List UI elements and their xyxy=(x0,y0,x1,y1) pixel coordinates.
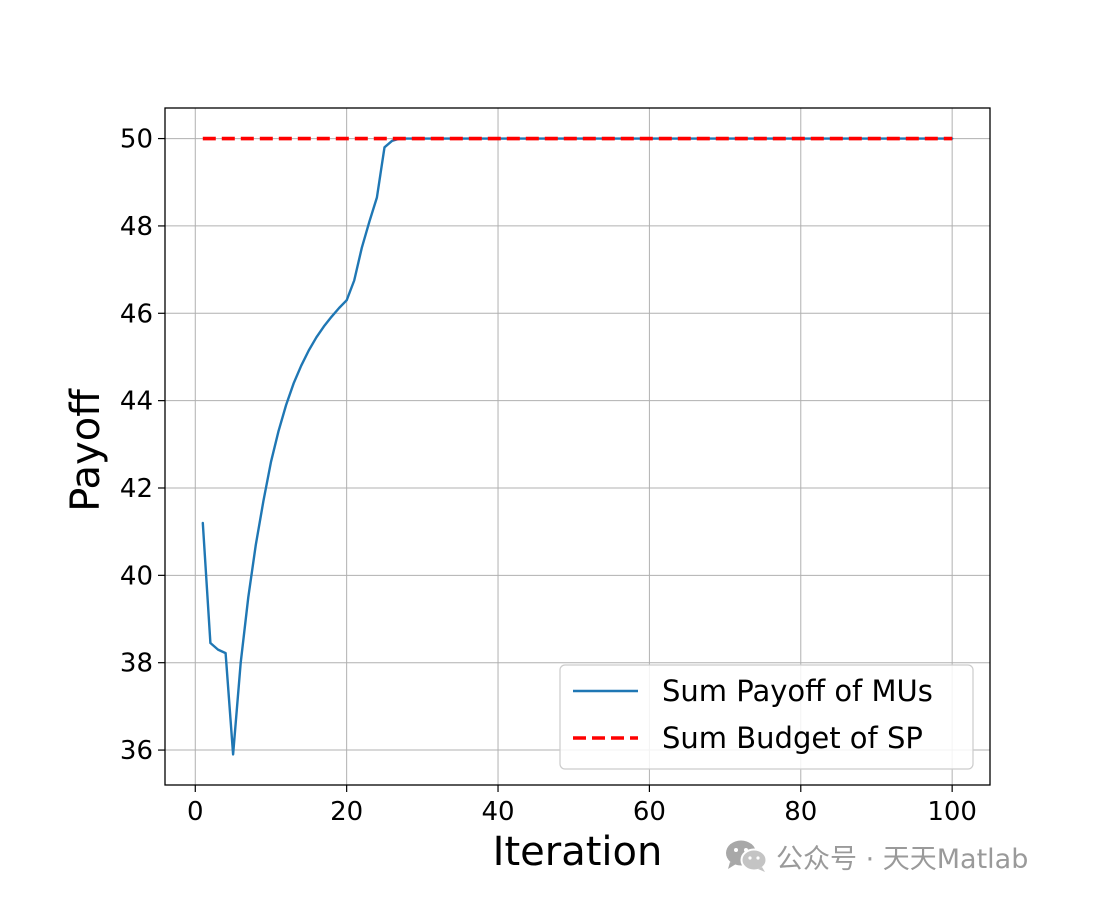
watermark-text: 公众号 · 天天Matlab xyxy=(776,843,1029,875)
series-line-sum-payoff xyxy=(201,137,954,756)
watermark: 公众号 · 天天Matlab xyxy=(724,836,1028,876)
x-tick-label: 100 xyxy=(927,797,977,827)
legend-box xyxy=(559,664,974,770)
legend-label-sum-budget: Sum Budget of SP xyxy=(662,721,923,755)
y-tick-label: 38 xyxy=(120,649,153,679)
ticks: 0 20 40 60 80 100 36 38 40 42 44 46 48 50 xyxy=(120,125,977,827)
y-tick-label: 36 xyxy=(120,736,153,766)
series-group xyxy=(201,136,954,756)
y-axis-title: Payoff xyxy=(63,388,109,512)
x-tick-label: 80 xyxy=(784,797,817,827)
legend-label-sum-payoff: Sum Payoff of MUs xyxy=(662,674,933,708)
y-tick-label: 42 xyxy=(120,474,153,504)
x-axis-title: Iteration xyxy=(493,829,663,875)
x-tick-label: 0 xyxy=(187,797,204,827)
legend: Sum Payoff of MUs Sum Budget of SP xyxy=(559,664,974,770)
y-tick-label: 46 xyxy=(120,299,153,329)
y-tick-label: 48 xyxy=(120,212,153,242)
y-tick-label: 44 xyxy=(120,387,153,417)
plot-frame xyxy=(164,107,991,786)
x-tick-label: 60 xyxy=(633,797,666,827)
y-tick-label: 50 xyxy=(120,125,153,155)
x-tick-label: 40 xyxy=(481,797,514,827)
wechat-icon xyxy=(726,840,768,872)
y-tick-label: 40 xyxy=(120,561,153,591)
x-tick-label: 20 xyxy=(330,797,363,827)
